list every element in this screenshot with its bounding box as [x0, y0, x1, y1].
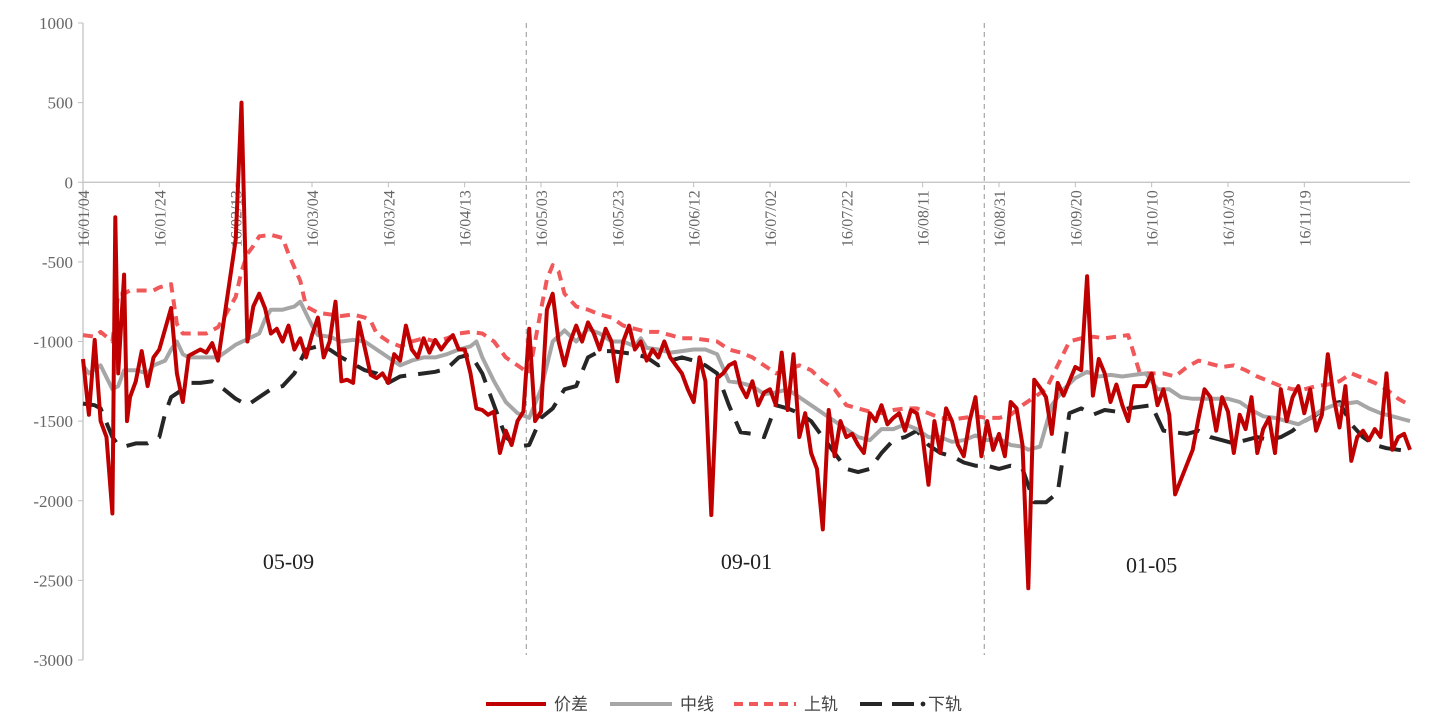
- x-tick-label: 16/01/04: [76, 190, 93, 247]
- x-tick-label: 16/07/02: [763, 190, 780, 247]
- segment-label: 01-05: [1126, 552, 1177, 577]
- x-tick-label: 16/05/23: [610, 190, 627, 247]
- y-tick-label: -2500: [33, 571, 73, 590]
- x-tick-label: 16/08/11: [916, 190, 933, 246]
- series-line-1: [81, 299, 1411, 452]
- segment-label: 05-09: [263, 549, 314, 574]
- y-tick-label: -1000: [33, 333, 73, 352]
- series-line-2: [82, 232, 1411, 422]
- x-tick-label: 16/03/24: [381, 190, 398, 247]
- x-tick-label: 16/10/10: [1145, 190, 1162, 247]
- x-tick-label: 16/06/12: [687, 190, 704, 247]
- y-tick-label: 1000: [39, 14, 73, 33]
- segment-label: 09-01: [721, 549, 772, 574]
- x-tick-label: 16/01/24: [152, 190, 169, 247]
- series-line-0: [81, 100, 1412, 591]
- legend-swatch-dot: [920, 701, 926, 707]
- x-tick-label: 16/10/30: [1221, 190, 1238, 247]
- x-tick-label: 16/05/03: [534, 190, 551, 247]
- y-tick-label: 0: [65, 173, 74, 192]
- y-tick-label: -2000: [33, 492, 73, 511]
- y-tick-label: -3000: [33, 651, 73, 670]
- y-tick-label: -500: [42, 253, 73, 272]
- legend-label: 中线: [680, 695, 714, 715]
- legend-label: 上轨: [804, 695, 838, 715]
- y-tick-label: 500: [48, 94, 74, 113]
- series-line-3: [82, 344, 1411, 505]
- x-tick-label: 16/04/13: [458, 190, 475, 247]
- y-tick-label: -1500: [33, 412, 73, 431]
- x-tick-label: 16/08/31: [992, 190, 1009, 247]
- x-tick-label: 16/11/19: [1297, 190, 1314, 246]
- legend-label: 价差: [554, 695, 588, 715]
- x-tick-label: 16/03/04: [305, 190, 322, 247]
- x-tick-label: 16/07/22: [839, 190, 856, 247]
- legend-label: 下轨: [928, 695, 962, 715]
- x-tick-label: 16/09/20: [1068, 190, 1085, 247]
